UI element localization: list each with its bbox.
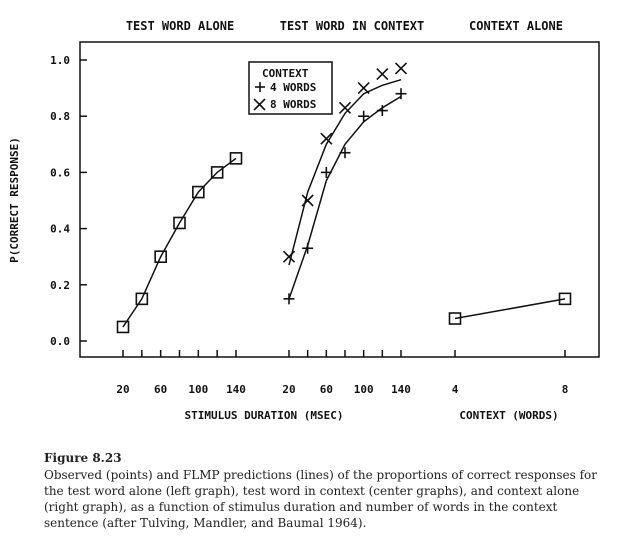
x-tick-label: 140 [391,383,411,396]
x-tick-label: 100 [354,383,374,396]
data-point-square [448,312,462,325]
legend-marker-cross [253,98,266,111]
x-tick-label: 20 [116,383,129,396]
x-tick-label: 60 [320,383,333,396]
data-point-plus [283,293,295,305]
prediction-line [288,78,402,266]
data-point-square [558,292,572,306]
y-tick-label: 0.8 [50,110,70,123]
legend-marker-plus [255,82,265,92]
legend-box [248,61,333,115]
plot-frame [79,41,600,358]
data-point-cross [320,132,333,145]
x-tick-label: 8 [562,383,569,396]
x-tick-label: 4 [452,383,459,396]
data-point-cross [301,194,314,207]
y-tick-label: 0.0 [50,335,70,348]
data-point-plus [320,166,332,178]
data-point-plus [395,88,407,100]
data-point-plus [376,105,388,117]
y-axis-label: P(CORRECT RESPONSE) [8,137,21,263]
figure-caption: Figure 8.23 Observed (points) and FLMP p… [44,450,604,531]
panel-title-test-word-in-context: TEST WORD IN CONTEXT [280,19,425,33]
x-axis-label-context: CONTEXT (WORDS) [459,409,558,422]
y-tick-label: 0.2 [50,279,70,292]
data-point-square [154,250,167,263]
caption-text: Observed (points) and FLMP predictions (… [44,468,598,530]
data-point-plus [358,110,370,122]
data-point-square [210,166,224,179]
data-point-cross [338,101,352,114]
y-tick-label: 1.0 [50,54,70,67]
x-axis-label-duration: STIMULUS DURATION (MSEC) [185,409,344,422]
x-tick-label: 100 [188,383,208,396]
figure-chart: 0.0 0.2 0.4 0.6 0.8 1.0 P(CORRECT RESPONSE) T… [8,19,600,422]
legend-title: CONTEXT [262,67,309,80]
legend-label-8-words: 8 WORDS [270,98,316,111]
data-point-cross [357,82,370,95]
prediction-line [122,157,237,328]
data-point-cross [394,62,408,75]
series-layer [116,62,572,334]
prediction-line [454,298,566,320]
data-point-cross [376,67,389,81]
legend: CONTEXT 4 WORDS 8 WORDS [248,61,333,115]
data-point-cross [282,250,296,263]
data-point-square [135,292,149,306]
x-tick-label: 60 [154,383,167,396]
data-point-square [173,216,186,230]
data-point-square [116,320,130,334]
y-tick-label: 0.6 [50,166,70,179]
legend-label-4-words: 4 WORDS [270,81,316,94]
x-tick-label: 20 [282,383,295,396]
data-point-square [192,185,205,199]
data-point-plus [302,242,314,254]
data-point-plus [339,147,351,159]
panel-title-test-word-alone: TEST WORD ALONE [126,19,234,33]
y-tick-label: 0.4 [50,223,70,236]
x-tick-label: 140 [226,383,246,396]
x-axis: 20 60 100 140 20 60 100 140 4 8 [116,350,568,396]
data-point-square [229,152,243,165]
caption-title: Figure 8.23 [44,451,122,465]
panel-title-context-alone: CONTEXT ALONE [469,19,563,33]
y-axis: 0.0 0.2 0.4 0.6 0.8 1.0 [50,54,87,348]
